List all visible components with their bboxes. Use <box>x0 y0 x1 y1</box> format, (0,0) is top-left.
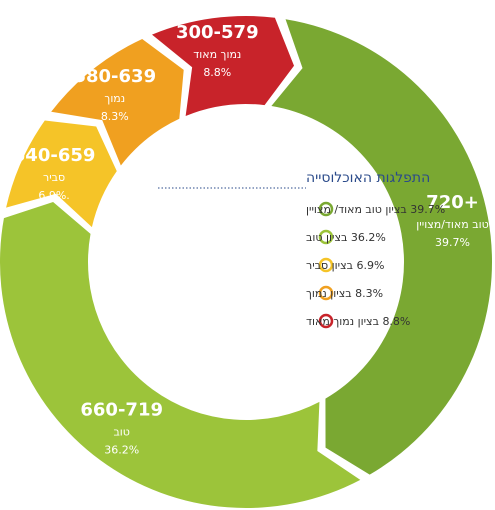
legend-label-top: 39.7% בציון טוב מאוד/ מצויין <box>306 203 445 216</box>
legend-title: התפלגות האוכלוסייה <box>306 170 430 186</box>
segment-low <box>51 38 184 166</box>
segment-percent-low: 8.3% <box>101 110 129 123</box>
legend-marker-very-low <box>318 313 334 329</box>
segment-label-very-low: נמוך מאוד <box>193 48 241 61</box>
legend-marker-top <box>318 201 334 217</box>
legend-label-very-low: 8.8% בציון נמוך מאוד <box>306 315 410 328</box>
segment-range-good: 660-719 <box>80 399 163 420</box>
legend: 39.7% בציון טוב מאוד/ מצויין 36.2% בציון … <box>306 201 445 329</box>
segment-percent-very-low: 8.8% <box>203 66 231 79</box>
segment-range-fair: 640-659 <box>13 145 96 166</box>
segment-percent-top: 39.7% <box>435 236 470 249</box>
legend-label-fair: 6.9% בציון סביר <box>306 259 384 272</box>
segment-range-top: 720+ <box>426 192 479 213</box>
donut-segments <box>0 16 492 508</box>
segment-very-low <box>152 16 295 116</box>
segment-label-fair: סביר <box>43 171 65 184</box>
segment-range-very-low: 300-579 <box>176 22 259 43</box>
segment-label-low: נמוך <box>104 92 125 105</box>
segment-percent-good: 36.2% <box>104 443 139 456</box>
legend-marker-low <box>318 285 334 301</box>
segment-good <box>0 202 361 508</box>
segment-fair <box>6 120 117 228</box>
legend-label-good: 36.2% בציון טוב <box>306 231 386 244</box>
legend-marker-fair <box>318 257 334 273</box>
segment-top <box>271 19 492 475</box>
segment-label-good: טוב <box>113 425 130 438</box>
legend-marker-good <box>318 229 334 245</box>
segment-label-top: טוב מאוד/מצויין <box>416 218 488 231</box>
legend-label-low: 8.3% בציון נמוך <box>306 287 383 300</box>
segment-percent-fair: 6.9%. <box>38 189 69 202</box>
segment-range-low: 580-639 <box>73 66 156 87</box>
segment-labels: 720+ טוב מאוד/מצויין 39.7% 660-719 טוב 36.2% 6… <box>13 22 489 456</box>
